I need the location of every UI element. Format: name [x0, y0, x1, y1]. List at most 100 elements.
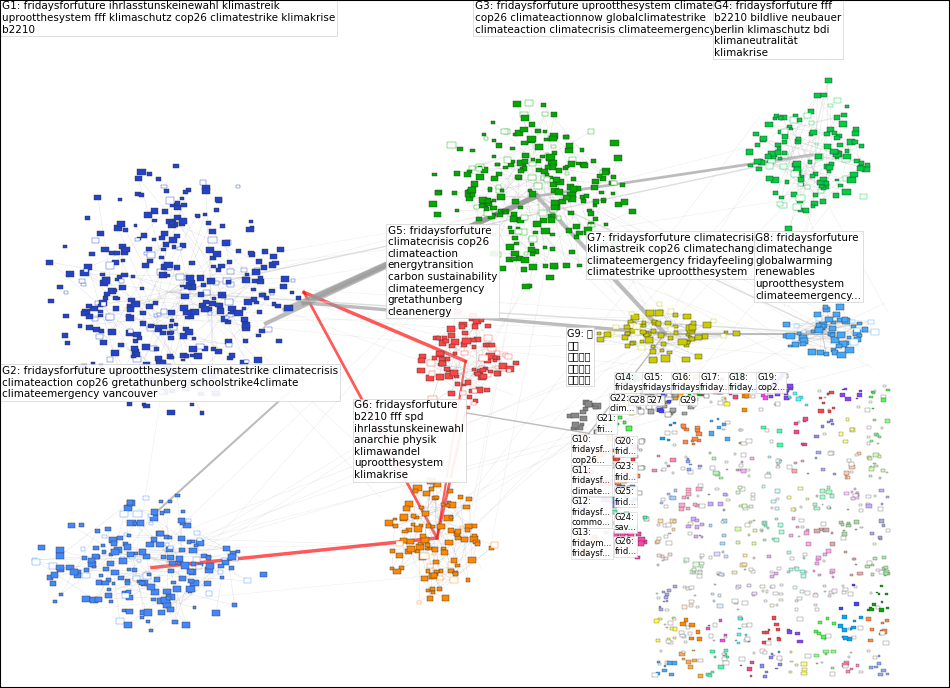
- Bar: [522, 160, 528, 164]
- Bar: [843, 440, 848, 443]
- Bar: [403, 530, 408, 533]
- Bar: [187, 540, 191, 544]
- Bar: [830, 672, 835, 676]
- Bar: [189, 570, 197, 574]
- Bar: [723, 508, 726, 510]
- Bar: [577, 425, 583, 430]
- Bar: [815, 327, 823, 332]
- Bar: [276, 303, 281, 308]
- Bar: [622, 381, 626, 384]
- Bar: [843, 189, 851, 195]
- Bar: [513, 133, 517, 136]
- Bar: [808, 132, 813, 136]
- Bar: [579, 449, 584, 453]
- Bar: [126, 330, 133, 336]
- Bar: [549, 176, 554, 179]
- Bar: [656, 672, 660, 675]
- Bar: [175, 201, 180, 205]
- Bar: [837, 332, 846, 338]
- Bar: [180, 294, 189, 299]
- Bar: [846, 140, 855, 145]
- Bar: [190, 539, 195, 543]
- Bar: [618, 416, 621, 419]
- Bar: [752, 520, 755, 522]
- Bar: [824, 181, 829, 185]
- Bar: [165, 274, 170, 277]
- Bar: [218, 570, 223, 574]
- Bar: [185, 330, 193, 335]
- Bar: [124, 544, 131, 550]
- Bar: [784, 374, 788, 378]
- Bar: [192, 337, 196, 341]
- Bar: [462, 351, 467, 356]
- Bar: [763, 387, 768, 391]
- Bar: [738, 617, 742, 620]
- Bar: [870, 466, 872, 468]
- Bar: [172, 619, 179, 624]
- Bar: [658, 618, 662, 621]
- Bar: [667, 439, 670, 441]
- Bar: [615, 533, 619, 536]
- Bar: [690, 600, 694, 603]
- Bar: [711, 401, 712, 402]
- Bar: [793, 337, 799, 341]
- Bar: [437, 576, 443, 580]
- Bar: [98, 303, 103, 308]
- Bar: [711, 420, 713, 422]
- Bar: [882, 622, 884, 624]
- Bar: [661, 469, 663, 471]
- Bar: [689, 394, 692, 396]
- Bar: [216, 349, 222, 354]
- Bar: [641, 466, 645, 469]
- Bar: [433, 336, 440, 341]
- Bar: [144, 213, 152, 217]
- Bar: [610, 140, 618, 146]
- Bar: [522, 216, 527, 220]
- Bar: [119, 559, 126, 564]
- Bar: [106, 357, 113, 362]
- Bar: [842, 636, 845, 638]
- Bar: [830, 423, 834, 425]
- Bar: [426, 524, 431, 528]
- Bar: [59, 593, 63, 596]
- Bar: [436, 374, 445, 380]
- Bar: [686, 492, 692, 496]
- Bar: [254, 357, 262, 363]
- Bar: [146, 304, 153, 309]
- Bar: [427, 478, 435, 484]
- Bar: [814, 506, 820, 510]
- Bar: [844, 665, 848, 668]
- Bar: [790, 508, 795, 511]
- Bar: [430, 592, 435, 594]
- Bar: [640, 339, 644, 343]
- Bar: [193, 606, 197, 609]
- Text: G28: G28: [629, 396, 646, 405]
- Bar: [197, 344, 203, 349]
- Bar: [457, 147, 463, 151]
- Bar: [629, 320, 633, 323]
- Bar: [718, 594, 721, 596]
- Bar: [451, 339, 459, 345]
- Bar: [466, 191, 474, 197]
- Bar: [770, 440, 773, 443]
- Bar: [743, 506, 748, 510]
- Bar: [826, 617, 829, 620]
- Bar: [504, 129, 510, 134]
- Bar: [101, 302, 106, 305]
- Bar: [761, 426, 766, 429]
- Bar: [665, 321, 671, 325]
- Bar: [624, 325, 630, 330]
- Bar: [81, 365, 87, 369]
- Bar: [601, 425, 606, 428]
- Bar: [617, 405, 619, 407]
- Bar: [168, 310, 175, 315]
- Bar: [683, 440, 688, 444]
- Bar: [667, 465, 670, 466]
- Bar: [873, 543, 876, 545]
- Bar: [697, 637, 702, 641]
- Bar: [180, 285, 184, 288]
- Bar: [116, 618, 124, 624]
- Bar: [161, 389, 168, 395]
- Bar: [615, 477, 620, 481]
- Bar: [855, 453, 858, 455]
